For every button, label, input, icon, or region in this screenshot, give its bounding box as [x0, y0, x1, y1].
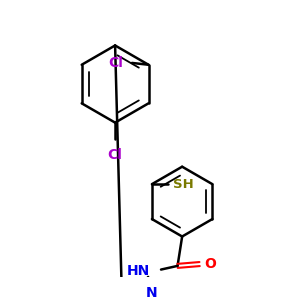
Text: N: N [146, 286, 157, 300]
Text: HN: HN [127, 264, 150, 278]
Text: Cl: Cl [108, 148, 122, 162]
Text: SH: SH [173, 178, 194, 191]
Text: O: O [204, 257, 216, 271]
Text: Cl: Cl [108, 56, 123, 70]
